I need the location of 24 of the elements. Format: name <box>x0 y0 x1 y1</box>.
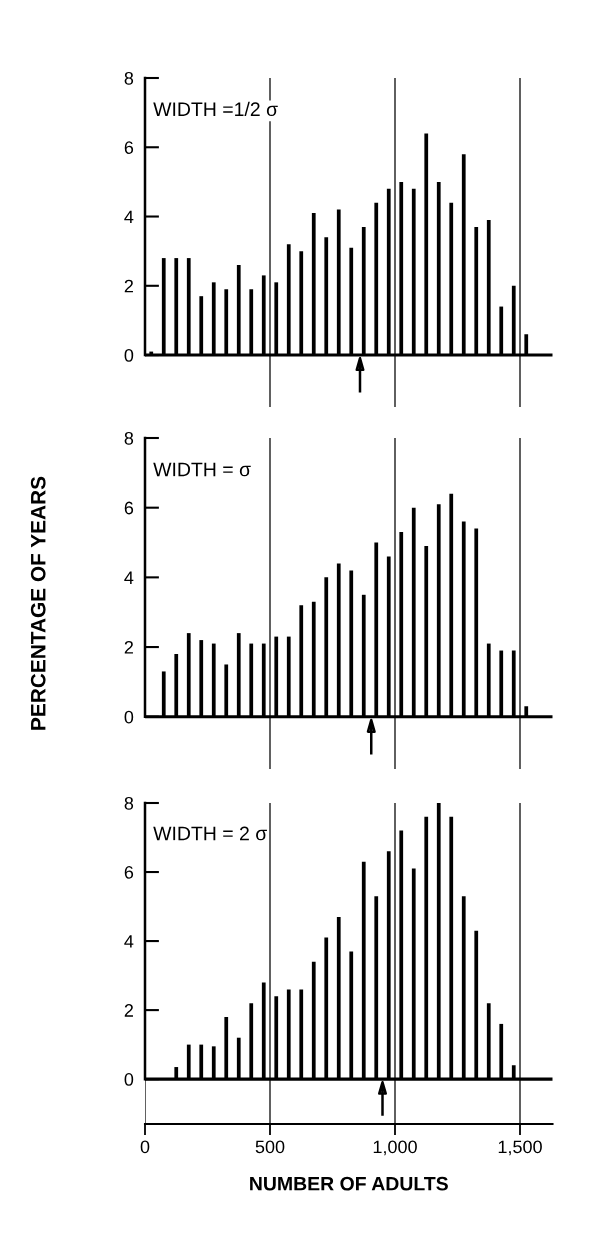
y-tick-label: 6 <box>124 141 134 154</box>
y-tick-label: 4 <box>124 935 134 948</box>
annotation: WIDTH = 2 σ <box>153 826 267 841</box>
y-tick-label: 0 <box>124 1073 134 1086</box>
y-tick-label: 8 <box>124 431 134 445</box>
y-tick-label: 2 <box>124 640 133 654</box>
y-tick-label: 4 <box>124 571 134 584</box>
y-tick-label: 2 <box>124 279 133 293</box>
y-tick-label: 8 <box>124 796 134 810</box>
x-tick-label: 0 <box>140 1140 150 1154</box>
y-axis-title: PERCENTAGE OF YEARS <box>30 476 46 730</box>
x-tick-label: 1,000 <box>373 1140 417 1156</box>
y-tick-label: 2 <box>124 1004 133 1017</box>
y-tick-label: 8 <box>124 71 134 85</box>
y-tick-label: 0 <box>124 710 134 724</box>
x-tick-label: 1,500 <box>498 1140 542 1156</box>
y-tick-label: 4 <box>124 210 134 224</box>
y-tick-label: 6 <box>124 865 134 879</box>
x-tick-label: 500 <box>255 1140 285 1154</box>
annotation: WIDTH =1/2 σ <box>153 101 278 117</box>
y-tick-label: 0 <box>124 348 134 362</box>
x-axis-title: NUMBER OF ADULTS <box>250 1176 448 1191</box>
y-tick-label: 6 <box>124 501 134 515</box>
annotation: WIDTH = σ <box>153 462 251 477</box>
